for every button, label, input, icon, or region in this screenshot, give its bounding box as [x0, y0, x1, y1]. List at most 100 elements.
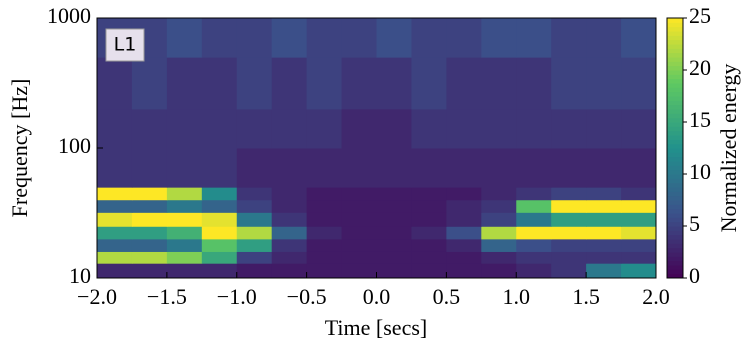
colorbar-step — [667, 70, 683, 75]
colorbar-label: Normalized energy — [716, 64, 741, 233]
cell — [97, 108, 133, 149]
y-tick-label: 100 — [58, 133, 91, 158]
colorbar-step — [667, 104, 683, 110]
cell — [131, 251, 168, 264]
colorbar-step — [667, 269, 683, 275]
cell — [551, 108, 587, 149]
cell — [306, 212, 343, 227]
colorbar-step — [667, 35, 683, 41]
cell — [411, 148, 447, 188]
cell — [586, 226, 622, 240]
cell — [166, 187, 203, 201]
cell — [411, 238, 447, 252]
colorbar-step — [667, 178, 683, 184]
cell — [341, 57, 377, 110]
cell — [551, 18, 587, 58]
cell — [446, 187, 482, 201]
annotation: L1 — [114, 34, 137, 56]
cell — [411, 212, 447, 227]
cell — [621, 199, 657, 213]
colorbar-step — [667, 52, 683, 58]
cell — [306, 251, 343, 264]
cell — [621, 212, 657, 227]
colorbar-step — [667, 182, 683, 188]
cell — [201, 263, 238, 279]
cell — [271, 18, 308, 58]
y-tick-label: 10 — [69, 263, 91, 288]
cell — [621, 226, 657, 240]
cell — [516, 18, 552, 58]
colorbar-step — [667, 87, 683, 93]
cell — [166, 238, 203, 252]
colorbar-step — [667, 126, 683, 132]
cell — [131, 57, 168, 110]
cell — [621, 238, 657, 252]
cell — [201, 148, 238, 188]
cell — [376, 263, 412, 279]
cell — [341, 18, 377, 58]
cell — [376, 148, 412, 188]
cell — [131, 238, 168, 252]
cell — [306, 187, 343, 201]
cell — [551, 238, 587, 252]
cell — [516, 187, 552, 201]
cell — [376, 238, 412, 252]
colorbar-tick-label: 0 — [689, 263, 700, 288]
cell — [621, 108, 657, 149]
cell — [97, 148, 133, 188]
colorbar-step — [667, 230, 683, 236]
colorbar-step — [667, 122, 683, 127]
cell — [341, 148, 377, 188]
colorbar-step — [667, 208, 683, 214]
colorbar-step — [667, 152, 683, 158]
colorbar — [667, 18, 683, 279]
colorbar-step — [667, 18, 683, 23]
cell — [446, 251, 482, 264]
cell — [271, 226, 308, 240]
colorbar-step — [667, 109, 683, 114]
cell — [236, 238, 273, 252]
cell — [411, 108, 447, 149]
colorbar-step — [667, 78, 683, 84]
cell — [481, 199, 517, 213]
cell — [201, 199, 238, 213]
y-tick-label: 1000 — [47, 3, 91, 28]
cell — [271, 148, 308, 188]
colorbar-step — [667, 65, 683, 71]
cell — [446, 226, 482, 240]
colorbar-step — [667, 22, 683, 28]
colorbar-step — [667, 74, 683, 80]
cell — [166, 18, 203, 58]
colorbar-step — [667, 243, 683, 249]
cell — [236, 148, 273, 188]
x-axis-label: Time [secs] — [325, 315, 427, 340]
colorbar-step — [667, 260, 683, 266]
cell — [97, 212, 133, 227]
cell — [516, 226, 552, 240]
colorbar-step — [667, 217, 683, 223]
cell — [131, 108, 168, 149]
colorbar-step — [667, 161, 683, 166]
colorbar-step — [667, 44, 683, 49]
cell — [306, 263, 343, 279]
colorbar-tick-label: 10 — [689, 159, 711, 184]
cell — [201, 18, 238, 58]
cell — [166, 226, 203, 240]
cell — [236, 263, 273, 279]
x-tick-label: −1.0 — [217, 284, 257, 309]
colorbar-tick-label: 25 — [689, 3, 711, 28]
cell — [97, 226, 133, 240]
cell — [551, 199, 587, 213]
cell — [481, 18, 517, 58]
cell — [236, 199, 273, 213]
cell — [341, 212, 377, 227]
colorbar-step — [667, 148, 683, 153]
cell — [131, 226, 168, 240]
cell — [306, 238, 343, 252]
colorbar-step — [667, 234, 683, 240]
cell — [446, 263, 482, 279]
cell — [97, 263, 133, 279]
colorbar-step — [667, 221, 683, 227]
cell — [621, 18, 657, 58]
cell — [97, 57, 133, 110]
